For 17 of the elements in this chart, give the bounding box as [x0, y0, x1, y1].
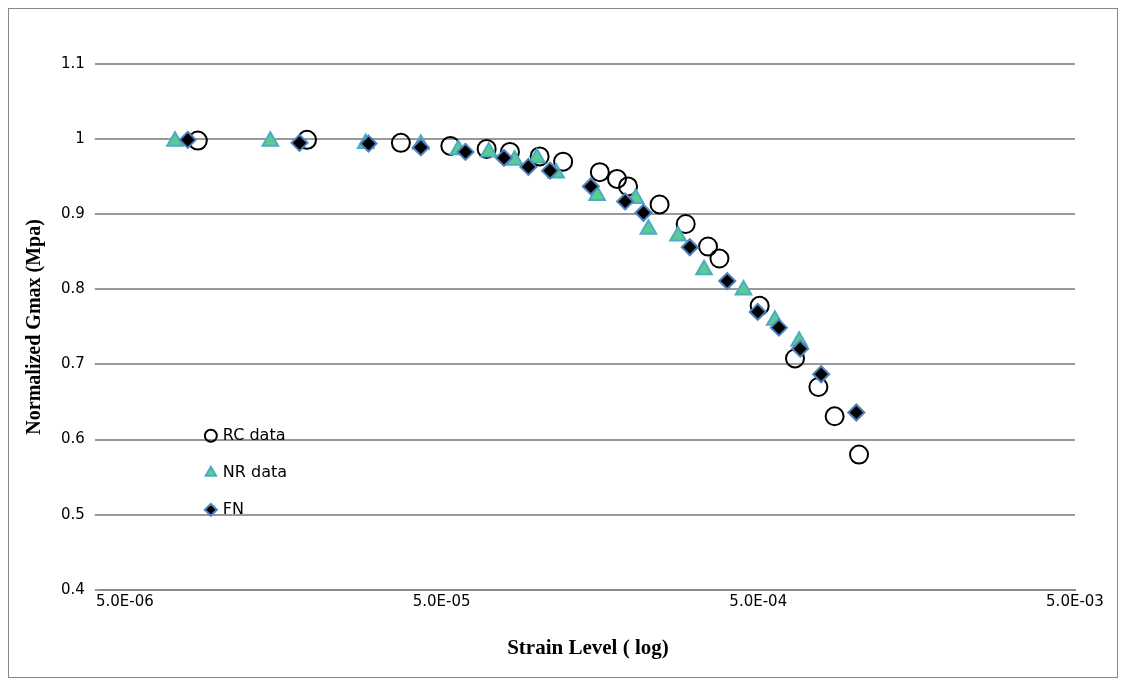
legend-label: RC data	[222, 424, 286, 444]
x-tick-label: 5.0E-04	[729, 591, 788, 610]
x-tick-label: 5.0E-06	[95, 591, 154, 610]
y-tick-label: 0.9	[61, 204, 85, 223]
legend-label: NR data	[222, 461, 288, 481]
y-axis-title: Normalized Gmax (Mpa)	[22, 219, 46, 435]
x-axis-title: Strain Level ( log)	[507, 634, 669, 659]
y-tick-label: 0.8	[61, 279, 85, 298]
y-tick-label: 0.4	[61, 579, 85, 598]
x-tick-label: 5.0E-03	[1046, 591, 1104, 610]
y-tick-label: 0.6	[61, 429, 85, 448]
y-tick-label: 1.1	[61, 53, 85, 72]
y-tick-label: 1	[75, 129, 85, 147]
y-tick-label: 0.7	[61, 354, 85, 373]
x-tick-label: 5.0E-05	[412, 591, 471, 610]
legend-label: FN	[222, 498, 245, 518]
y-tick-label: 0.5	[61, 504, 85, 523]
